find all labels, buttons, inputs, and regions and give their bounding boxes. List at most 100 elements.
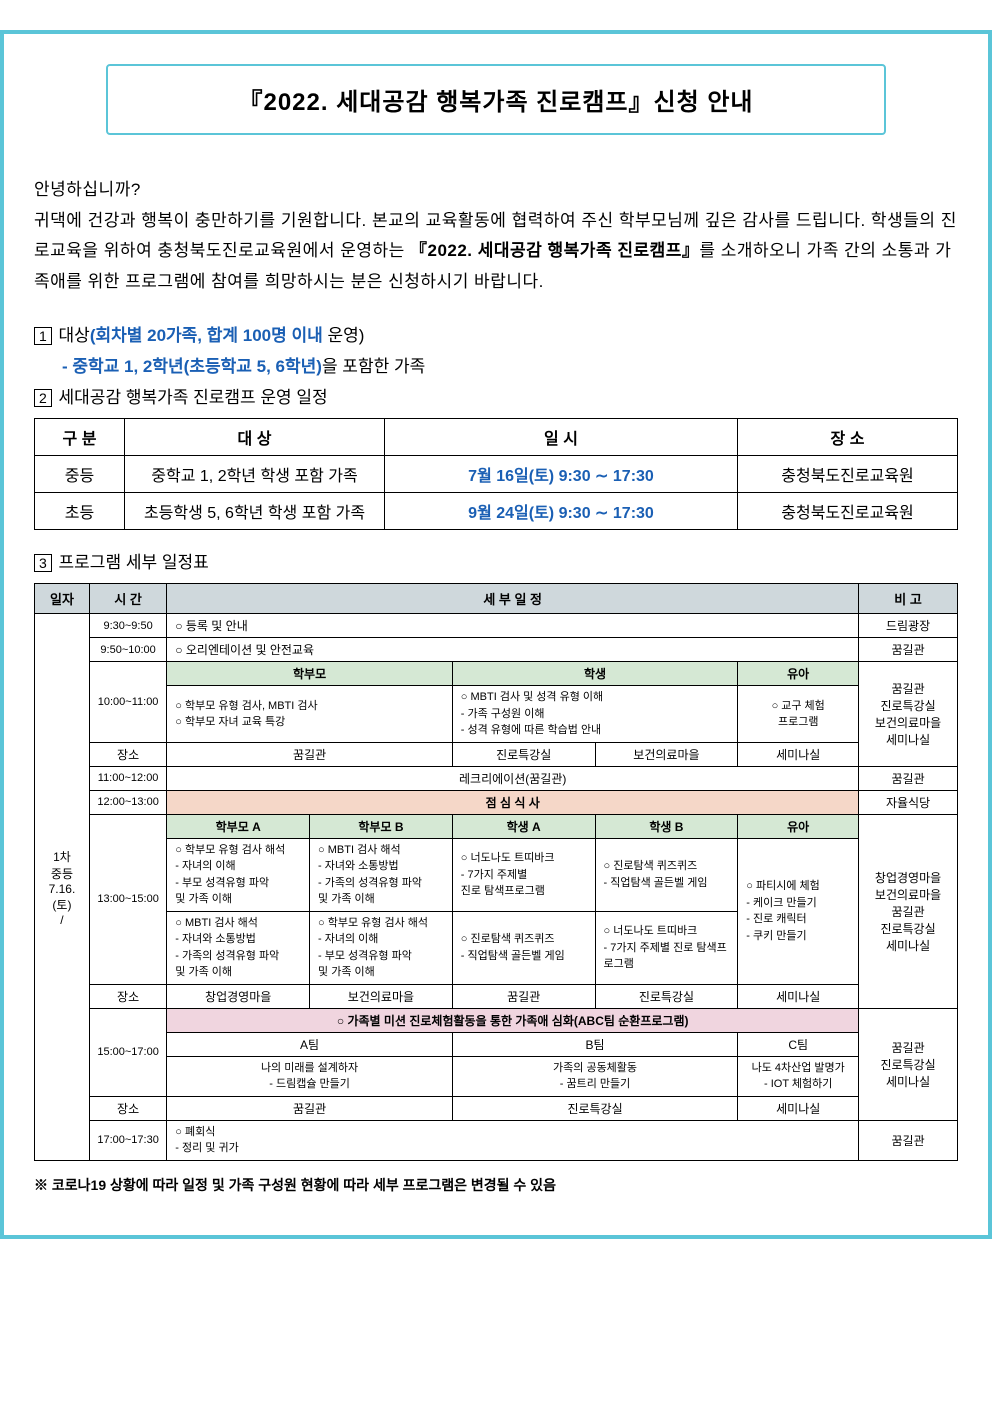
loc2d: 진로특강실 <box>595 984 738 1008</box>
sched-h2: 대 상 <box>125 419 385 456</box>
t2: 9:50~10:00 <box>89 638 166 662</box>
table-row: 17:00~17:30 ○ 폐회식 - 정리 및 귀가 꿈길관 <box>35 1120 958 1160</box>
sub-blue2: 초등학교 5, 6학년 <box>189 357 316 376</box>
sched-r1c1: 중등 <box>35 456 125 493</box>
loc-row-1: 장소 꿈길관 진로특강실 보건의료마을 세미나실 <box>35 742 958 766</box>
group-header-1: 10:00~11:00 학부모 학생 유아 꿈길관 진로특강실 보건의료마을 세… <box>35 662 958 686</box>
c6pa1: ○ 학부모 유형 검사 해석 - 자녀의 이해 - 부모 성격유형 파악 및 가… <box>167 838 310 911</box>
c6sb2: ○ 너도나도 트띠바크 - 7가지 주제별 진로 탐색프로그램 <box>595 911 738 984</box>
t3: 10:00~11:00 <box>89 662 166 743</box>
sched-r2c2: 초등학생 5, 6학년 학생 포함 가족 <box>125 493 385 530</box>
r2: 꿈길관 <box>859 638 958 662</box>
date-col: 1차 중등 7.16. (토) / <box>35 614 90 1161</box>
loc2e: 세미나실 <box>738 984 859 1008</box>
table-row: 12:00~13:00 점 심 식 사 자율식당 <box>35 790 958 814</box>
loc-label: 장소 <box>89 1096 166 1120</box>
loc2c: 꿈길관 <box>452 984 595 1008</box>
intro-bold: 『2022. 세대공감 행복가족 진로캠프』 <box>410 241 699 260</box>
teamC-c: 나도 4차산업 발명가 - IOT 체험하기 <box>738 1056 859 1096</box>
c4: 레크리에이션(꿈길관) <box>167 766 859 790</box>
c3a: ○ 학부모 유형 검사, MBTI 검사 ○ 학부모 자녀 교육 특강 <box>167 686 453 743</box>
c3c: ○ 교구 체험 프로그램 <box>738 686 859 743</box>
grp-student: 학생 <box>452 662 738 686</box>
num-3: 3 <box>34 554 52 572</box>
teamA-c: 나의 미래를 설계하자 - 드림캡슐 만들기 <box>167 1056 453 1096</box>
t5: 12:00~13:00 <box>89 790 166 814</box>
grp2-pa: 학부모 A <box>167 814 310 838</box>
sched-r1c2: 중학교 1, 2학년 학생 포함 가족 <box>125 456 385 493</box>
table-row: 15:00~17:00 ○ 가족별 미션 진로체험활동을 통한 가족애 심화(A… <box>35 1008 958 1032</box>
mission: ○ 가족별 미션 진로체험활동을 통한 가족애 심화(ABC팀 순환프로그램) <box>167 1008 859 1032</box>
r6: 창업경영마을 보건의료마을 꿈길관 진로특강실 세미나실 <box>859 814 958 1008</box>
h-content: 세 부 일 정 <box>167 584 859 614</box>
loc-label: 장소 <box>89 742 166 766</box>
section-1-sub: - 중학교 1, 2학년(초등학교 5, 6학년)을 포함한 가족 <box>34 352 958 377</box>
r4: 꿈길관 <box>859 766 958 790</box>
c6sb1: ○ 진로탐색 퀴즈퀴즈 - 직업탐색 골든벨 게임 <box>595 838 738 911</box>
sched-r2c3: 9월 24일(토) 9:30 ∼ 17:30 <box>385 493 738 530</box>
sub-blue1: 중학교 1, 2학년 <box>72 357 183 376</box>
table-row: 초등 초등학생 5, 6학년 학생 포함 가족 9월 24일(토) 9:30 ∼… <box>35 493 958 530</box>
detail-header: 일자 시 간 세 부 일 정 비 고 <box>35 584 958 614</box>
c2: ○ 오리엔테이션 및 안전교육 <box>167 638 859 662</box>
greeting: 안녕하십니까? <box>34 180 141 199</box>
c6pb1: ○ MBTI 검사 해석 - 자녀와 소통방법 - 가족의 성격유형 파악 및 … <box>310 838 453 911</box>
sec1-tail: 운영) <box>328 326 365 345</box>
section-3: 3 프로그램 세부 일정표 <box>34 548 958 573</box>
detail-table: 일자 시 간 세 부 일 정 비 고 1차 중등 7.16. (토) / 9:3… <box>34 583 958 1161</box>
loc3a: 꿈길관 <box>167 1096 453 1120</box>
c5: 점 심 식 사 <box>167 790 859 814</box>
r8: 꿈길관 <box>859 1120 958 1160</box>
table-row: ○ 학부모 유형 검사, MBTI 검사 ○ 학부모 자녀 교육 특강 ○ MB… <box>35 686 958 743</box>
grp-parent: 학부모 <box>167 662 453 686</box>
sec3-title: 프로그램 세부 일정표 <box>59 553 209 572</box>
sched-r1c3: 7월 16일(토) 9:30 ∼ 17:30 <box>385 456 738 493</box>
group-header-2: 13:00~15:00 학부모 A 학부모 B 학생 A 학생 B 유아 창업경… <box>35 814 958 838</box>
c1: ○ 등록 및 안내 <box>167 614 859 638</box>
t1: 9:30~9:50 <box>89 614 166 638</box>
sched-h3: 일 시 <box>385 419 738 456</box>
sched-r2c1: 초등 <box>35 493 125 530</box>
grp-child: 유아 <box>738 662 859 686</box>
r5: 자율식당 <box>859 790 958 814</box>
c8: ○ 폐회식 - 정리 및 귀가 <box>167 1120 859 1160</box>
teamC: C팀 <box>738 1032 859 1056</box>
sched-h4: 장 소 <box>738 419 958 456</box>
c6pa2: ○ MBTI 검사 해석 - 자녀와 소통방법 - 가족의 성격유형 파악 및 … <box>167 911 310 984</box>
sched-h1: 구 분 <box>35 419 125 456</box>
num-2: 2 <box>34 389 52 407</box>
c3b: ○ MBTI 검사 및 성격 유형 이해 - 가족 구성원 이해 - 성격 유형… <box>452 686 738 743</box>
h-date: 일자 <box>35 584 90 614</box>
team-header: A팀 B팀 C팀 <box>35 1032 958 1056</box>
sec1-prefix: 대상 <box>59 326 90 345</box>
footnote: ※ 코로나19 상황에 따라 일정 및 가족 구성원 현황에 따라 세부 프로그… <box>34 1175 958 1195</box>
intro-paragraph: 안녕하십니까? 귀댁에 건강과 행복이 충만하기를 기원합니다. 본교의 교육활… <box>34 175 958 297</box>
sched-r1c4: 충청북도진로교육원 <box>738 456 958 493</box>
c6c: ○ 파티시에 체험 - 케이크 만들기 - 진로 캐릭터 - 쿠키 만들기 <box>738 838 859 984</box>
table-row: 11:00~12:00 레크리에이션(꿈길관) 꿈길관 <box>35 766 958 790</box>
t8: 17:00~17:30 <box>89 1120 166 1160</box>
loc-row-2: 장소 창업경영마을 보건의료마을 꿈길관 진로특강실 세미나실 <box>35 984 958 1008</box>
section-1-target: 1 대상(회차별 20가족, 합계 100명 이내 운영) <box>34 321 958 346</box>
grp2-pb: 학부모 B <box>310 814 453 838</box>
teamB-c: 가족의 공동체활동 - 꿈트리 만들기 <box>452 1056 738 1096</box>
r1: 드림광장 <box>859 614 958 638</box>
num-1: 1 <box>34 327 52 345</box>
sub-dash: - <box>62 357 72 376</box>
t4: 11:00~12:00 <box>89 766 166 790</box>
sec1-bracket: (회차별 20가족, 합계 100명 이내 <box>90 326 328 345</box>
table-row: 9:50~10:00 ○ 오리엔테이션 및 안전교육 꿈길관 <box>35 638 958 662</box>
loc-label: 장소 <box>89 984 166 1008</box>
t6: 13:00~15:00 <box>89 814 166 984</box>
loc3b: 진로특강실 <box>452 1096 738 1120</box>
loc2a: 창업경영마을 <box>167 984 310 1008</box>
grp2-sb: 학생 B <box>595 814 738 838</box>
loc2b: 보건의료마을 <box>310 984 453 1008</box>
title-box: 『2022. 세대공감 행복가족 진로캠프』신청 안내 <box>106 64 886 135</box>
t7: 15:00~17:00 <box>89 1008 166 1096</box>
r7: 꿈길관 진로특강실 세미나실 <box>859 1008 958 1120</box>
section-2: 2 세대공감 행복가족 진로캠프 운영 일정 <box>34 383 958 408</box>
loc1a: 꿈길관 <box>167 742 453 766</box>
sched-r2c4: 충청북도진로교육원 <box>738 493 958 530</box>
sec2-title: 세대공감 행복가족 진로캠프 운영 일정 <box>59 388 328 407</box>
